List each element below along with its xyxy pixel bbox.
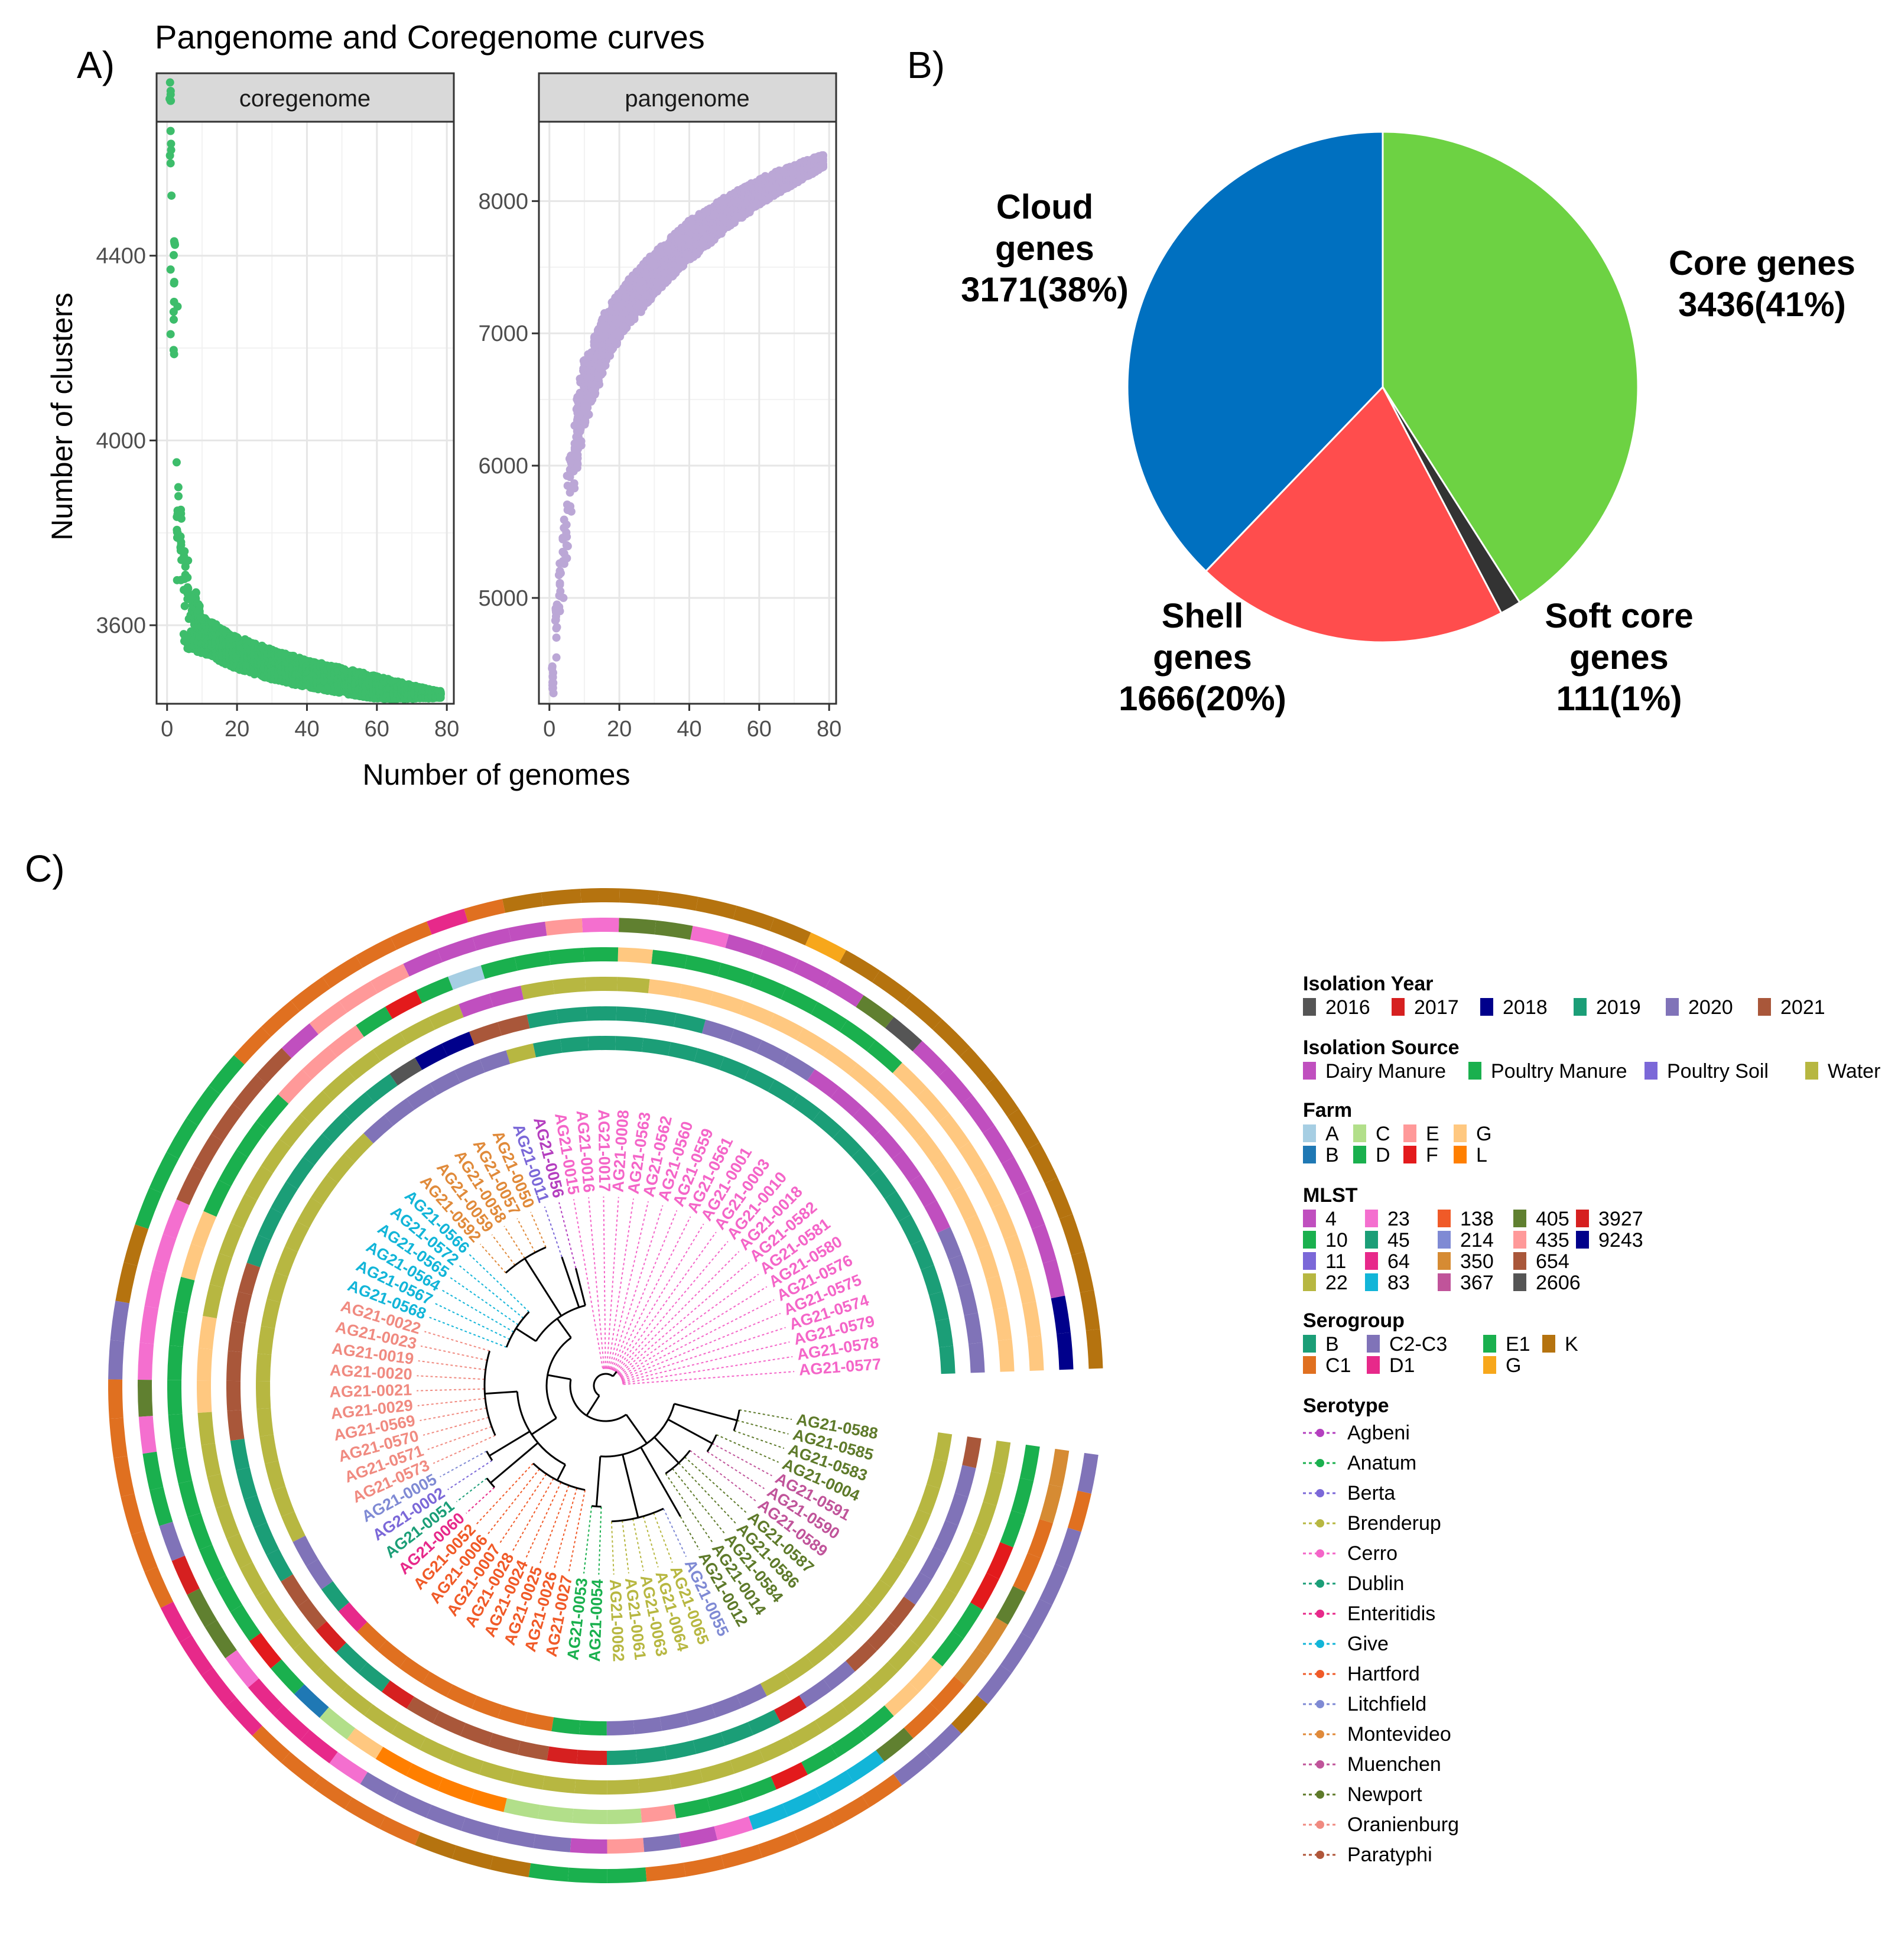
data-point xyxy=(173,528,182,537)
data-point xyxy=(177,538,186,547)
data-point xyxy=(180,602,189,610)
x-tick-label: 60 xyxy=(365,717,389,742)
data-point xyxy=(170,279,178,288)
data-point xyxy=(576,427,584,436)
data-point xyxy=(436,693,445,701)
data-point xyxy=(549,689,558,698)
data-point xyxy=(573,450,582,459)
strip-coregenome xyxy=(155,72,455,123)
data-point xyxy=(166,265,175,274)
facet-coregenome: coregenome 0 20 40 60 80 3600 4000 4400 xyxy=(96,72,459,742)
data-point xyxy=(169,251,178,259)
data-point xyxy=(583,409,592,418)
data-point xyxy=(562,528,571,537)
data-point xyxy=(184,556,193,565)
coregenome-points xyxy=(165,78,445,704)
data-point xyxy=(590,390,599,399)
data-point xyxy=(166,96,175,105)
panel-a: A) Pangenome and Coregenome curves coreg… xyxy=(46,18,841,791)
data-point xyxy=(166,126,175,135)
data-point xyxy=(567,507,576,516)
y-tick-label: 3600 xyxy=(96,613,146,638)
x-tick-label: 40 xyxy=(294,717,319,742)
x-tick-label: 20 xyxy=(225,717,249,742)
data-point xyxy=(580,418,589,427)
x-tick-label: 80 xyxy=(434,717,459,742)
coregenome-grid xyxy=(157,122,454,704)
data-point xyxy=(166,86,175,95)
data-point xyxy=(173,510,182,519)
strip-label-coregenome: coregenome xyxy=(239,86,370,112)
data-point xyxy=(165,78,174,87)
data-point xyxy=(180,574,189,583)
data-point xyxy=(167,191,176,200)
x-tick-label: 0 xyxy=(161,717,173,742)
data-point xyxy=(576,438,585,447)
data-point xyxy=(174,492,183,500)
data-point xyxy=(166,330,175,339)
data-point xyxy=(167,139,176,148)
data-point xyxy=(173,302,182,311)
data-point xyxy=(601,361,610,370)
data-point xyxy=(194,606,203,615)
data-point xyxy=(551,616,560,625)
data-point xyxy=(562,521,571,529)
panel-background xyxy=(157,122,454,704)
data-point xyxy=(166,159,175,168)
chart-title: Pangenome and Coregenome curves xyxy=(155,18,705,56)
y-tick-label: 4400 xyxy=(96,244,146,269)
data-point xyxy=(562,541,571,550)
data-point xyxy=(288,652,297,661)
data-point xyxy=(556,569,565,578)
data-point xyxy=(552,624,561,633)
y-tick-label: 4000 xyxy=(96,428,146,453)
panel-a-label: A) xyxy=(77,44,115,86)
data-point xyxy=(170,315,178,324)
data-point xyxy=(169,346,178,355)
data-point xyxy=(180,547,189,556)
data-point xyxy=(184,584,193,593)
data-point xyxy=(167,145,176,154)
data-point xyxy=(573,460,582,469)
data-point xyxy=(172,458,181,467)
data-point xyxy=(569,482,578,491)
data-point xyxy=(170,237,178,246)
data-point xyxy=(187,593,196,602)
data-point xyxy=(174,483,183,492)
strip-label-pangenome: pangenome xyxy=(625,86,749,112)
